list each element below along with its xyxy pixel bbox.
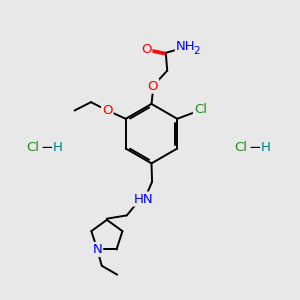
Text: N: N: [92, 243, 102, 256]
Text: O: O: [141, 43, 152, 56]
Text: HN: HN: [134, 193, 153, 206]
Text: Cl: Cl: [234, 140, 247, 154]
Text: −: −: [248, 140, 261, 154]
Text: Cl: Cl: [26, 140, 39, 154]
Text: NH: NH: [176, 40, 196, 53]
Text: O: O: [102, 104, 112, 117]
Text: −: −: [40, 140, 53, 154]
Text: Cl: Cl: [194, 103, 207, 116]
Text: H: H: [261, 140, 271, 154]
Text: H: H: [53, 140, 63, 154]
Text: O: O: [148, 80, 158, 93]
Text: 2: 2: [194, 46, 200, 56]
